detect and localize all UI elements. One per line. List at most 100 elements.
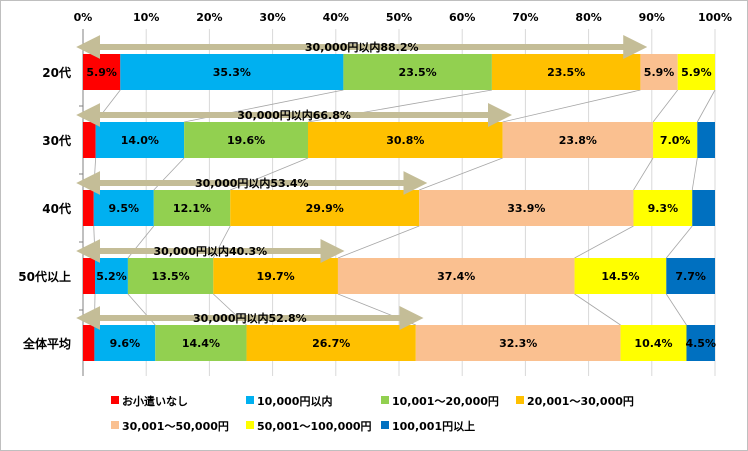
x-tick-label: 100% — [698, 11, 732, 24]
x-tick-label: 90% — [639, 11, 665, 24]
series-connector-line — [337, 225, 420, 259]
bar-segment — [343, 54, 492, 90]
bar-segment — [640, 54, 678, 90]
bar-segment — [83, 190, 94, 226]
data-label: 5.2% — [96, 270, 127, 283]
bar-segment — [620, 325, 687, 361]
bar-segment — [337, 258, 575, 294]
bar-segment — [491, 54, 641, 90]
x-tick-label: 30% — [259, 11, 285, 24]
legend-swatch — [246, 396, 254, 404]
x-tick-label: 50% — [386, 11, 412, 24]
series-connector-line — [691, 157, 698, 191]
data-label: 5.9% — [86, 66, 117, 79]
x-tick-label: 60% — [449, 11, 475, 24]
legend-label: 30,001～50,000円 — [122, 420, 229, 433]
bar-segment — [83, 325, 95, 361]
legend-label: 100,001円以上 — [392, 419, 475, 433]
legend-label: 20,001～30,000円 — [527, 395, 634, 408]
data-label: 5.9% — [644, 66, 675, 79]
bar-segment — [246, 325, 416, 361]
bar-segment — [153, 190, 231, 226]
legend-label: 10,000円以内 — [257, 394, 332, 408]
data-label: 9.5% — [109, 202, 140, 215]
data-label: 12.1% — [173, 202, 211, 215]
series-connector-line — [502, 89, 641, 123]
bar-segment — [633, 190, 693, 226]
annotation-label: 30,000円以内52.8% — [193, 311, 307, 325]
bar-segment — [677, 54, 715, 90]
legend-label: 10,001～20,000円 — [392, 395, 499, 408]
bar-segment — [213, 258, 338, 294]
data-label: 7.7% — [675, 270, 706, 283]
data-label: 19.7% — [257, 270, 295, 283]
bar-segment — [653, 122, 698, 158]
category-label: 50代以上 — [18, 269, 71, 284]
bar-segment — [95, 122, 185, 158]
annotation-label: 30,000円以内88.2% — [305, 40, 419, 54]
legend-swatch — [516, 396, 524, 404]
x-tick-label: 70% — [512, 11, 538, 24]
data-label: 37.4% — [437, 270, 475, 283]
data-label: 14.5% — [601, 270, 639, 283]
data-label: 5.9% — [681, 66, 712, 79]
data-label: 29.9% — [306, 202, 344, 215]
category-label: 30代 — [42, 133, 71, 148]
bar-segment — [415, 325, 621, 361]
legend-swatch — [381, 421, 389, 429]
series-connector-line — [696, 89, 716, 123]
x-tick-label: 80% — [575, 11, 601, 24]
data-label: 35.3% — [213, 66, 251, 79]
data-label: 19.6% — [227, 134, 265, 147]
data-label: 23.5% — [399, 66, 437, 79]
x-tick-label: 20% — [196, 11, 222, 24]
data-label: 7.0% — [660, 134, 691, 147]
bar-segment — [95, 258, 128, 294]
series-connector-line — [633, 157, 654, 191]
bar-segment — [93, 190, 154, 226]
data-label: 13.5% — [152, 270, 190, 283]
bar-segment — [692, 190, 715, 226]
data-label: 9.6% — [110, 337, 141, 350]
bar-segment — [230, 190, 420, 226]
series-connector-line — [574, 293, 621, 326]
data-label: 33.9% — [507, 202, 545, 215]
data-label: 14.4% — [182, 337, 220, 350]
bar-segment — [574, 258, 667, 294]
x-tick-label: 10% — [133, 11, 159, 24]
data-label: 14.0% — [121, 134, 159, 147]
bar-segment — [666, 258, 715, 294]
bar-segment — [83, 54, 121, 90]
bar-segment — [307, 122, 503, 158]
legend-swatch — [381, 396, 389, 404]
category-label: 40代 — [42, 201, 71, 216]
data-label: 10.4% — [634, 337, 672, 350]
bar-segment — [120, 54, 344, 90]
x-tick-label: 0% — [74, 11, 93, 24]
bar-segment — [94, 325, 156, 361]
annotation-label: 30,000円以内40.3% — [154, 244, 268, 258]
data-label: 23.5% — [547, 66, 585, 79]
bar-segment — [502, 122, 654, 158]
bar-segment — [83, 258, 96, 294]
category-label: 全体平均 — [22, 336, 71, 351]
bar-segment — [184, 122, 308, 158]
series-connector-line — [419, 157, 503, 191]
annotation-label: 30,000円以内53.4% — [195, 176, 309, 190]
data-label: 4.5% — [685, 337, 716, 350]
bar-segment — [697, 122, 715, 158]
category-label: 20代 — [42, 65, 71, 80]
bar-segment — [155, 325, 247, 361]
bar-segment — [83, 122, 96, 158]
legend-label: お小遣いなし — [122, 394, 188, 408]
data-label: 9.3% — [648, 202, 679, 215]
series-connector-line — [652, 89, 679, 123]
series-connector-line — [665, 293, 687, 326]
bar-segment — [127, 258, 214, 294]
annotation-label: 30,000円以内66.8% — [237, 108, 351, 122]
data-label: 23.8% — [559, 134, 597, 147]
data-label: 26.7% — [312, 337, 350, 350]
legend-swatch — [111, 396, 119, 404]
